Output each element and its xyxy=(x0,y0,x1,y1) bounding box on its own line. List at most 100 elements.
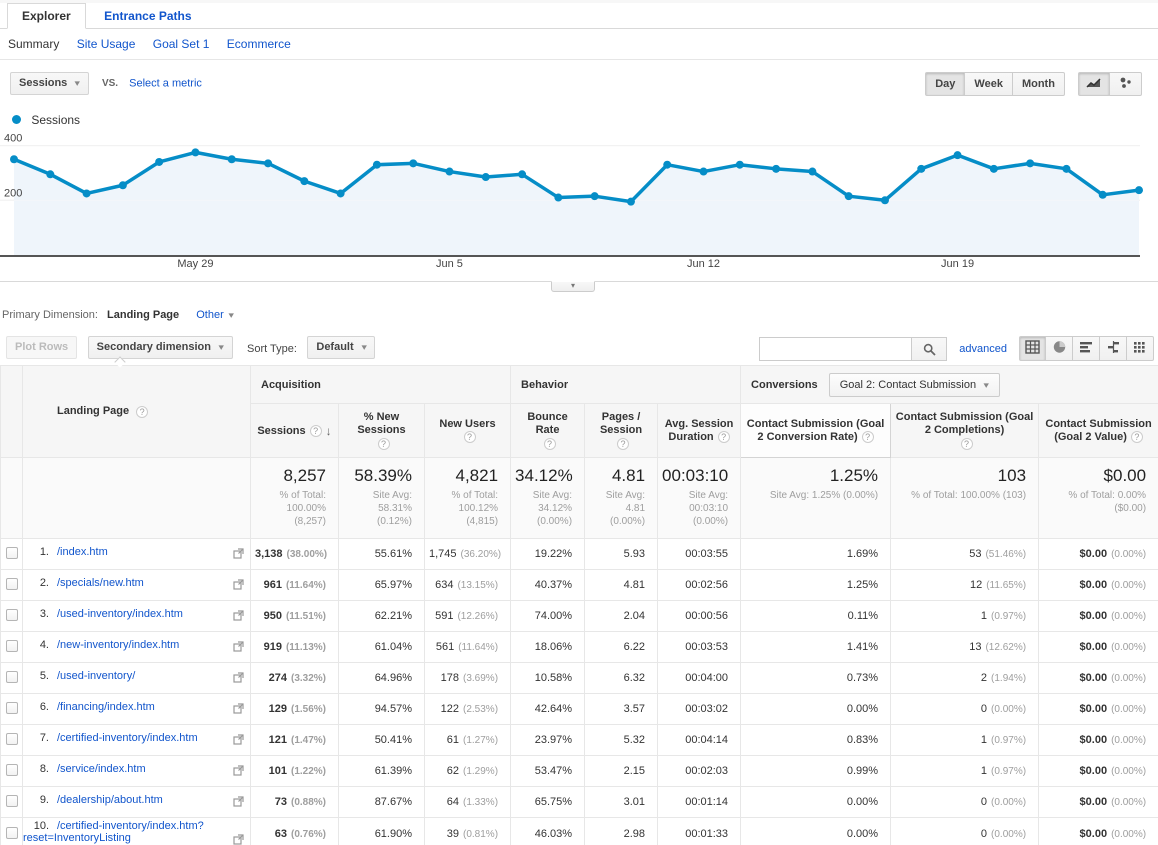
chart-point[interactable] xyxy=(626,197,635,206)
subtab-summary[interactable]: Summary xyxy=(8,37,60,51)
open-in-new-icon[interactable] xyxy=(233,579,244,593)
chart-point[interactable] xyxy=(518,170,527,179)
chart-point[interactable] xyxy=(300,177,309,186)
row-checkbox[interactable] xyxy=(5,639,18,652)
chart-point[interactable] xyxy=(336,189,345,198)
open-in-new-icon[interactable] xyxy=(233,734,244,748)
chart-point[interactable] xyxy=(82,189,91,198)
help-icon[interactable]: ? xyxy=(960,437,973,450)
subtab-ecommerce[interactable]: Ecommerce xyxy=(226,37,291,51)
chart-point[interactable] xyxy=(772,164,781,173)
metric-dropdown[interactable]: Sessions ▾ xyxy=(10,72,89,95)
granularity-day-button[interactable]: Day xyxy=(925,72,966,96)
secondary-dimension-dropdown[interactable]: Secondary dimension ▾ xyxy=(87,336,233,359)
help-icon[interactable]: ? xyxy=(377,437,390,450)
comparison-view-button[interactable] xyxy=(1100,336,1127,361)
column-header-goal-value[interactable]: Contact Submission (Goal 2 Value)? xyxy=(1038,403,1158,458)
column-header-goal-completions[interactable]: Contact Submission (Goal 2 Completions)? xyxy=(890,403,1040,458)
row-checkbox[interactable] xyxy=(5,546,18,559)
granularity-week-button[interactable]: Week xyxy=(965,72,1013,96)
chart-point[interactable] xyxy=(445,167,454,176)
chart-point[interactable] xyxy=(953,151,962,160)
column-header-sessions[interactable]: Sessions? ↓ xyxy=(250,403,339,458)
landing-page-link[interactable]: /index.htm xyxy=(57,546,108,558)
row-checkbox[interactable] xyxy=(5,608,18,621)
tab-explorer[interactable]: Explorer xyxy=(7,3,86,29)
percentage-view-button[interactable] xyxy=(1046,336,1073,361)
subtab-site-usage[interactable]: Site Usage xyxy=(76,37,136,51)
tab-entrance-paths[interactable]: Entrance Paths xyxy=(104,9,192,23)
landing-page-link[interactable]: /dealership/about.htm xyxy=(57,794,163,806)
row-checkbox[interactable] xyxy=(5,763,18,776)
chart-point[interactable] xyxy=(118,181,127,190)
column-header-avg-session-duration[interactable]: Avg. Session Duration? xyxy=(657,403,742,458)
chart-point[interactable] xyxy=(372,160,381,169)
chart-point[interactable] xyxy=(590,192,599,201)
advanced-link[interactable]: advanced xyxy=(959,342,1007,355)
subtab-goal-set-1[interactable]: Goal Set 1 xyxy=(152,37,210,51)
chart-point[interactable] xyxy=(1098,190,1107,199)
help-icon[interactable]: ? xyxy=(463,431,476,444)
row-checkbox[interactable] xyxy=(5,826,18,839)
chart-point[interactable] xyxy=(481,173,490,182)
open-in-new-icon[interactable] xyxy=(233,796,244,810)
select-a-metric-link[interactable]: Select a metric xyxy=(129,77,202,90)
landing-page-link[interactable]: /financing/index.htm xyxy=(57,701,155,713)
row-checkbox[interactable] xyxy=(5,732,18,745)
open-in-new-icon[interactable] xyxy=(233,672,244,686)
landing-page-link[interactable]: /specials/new.htm xyxy=(57,577,144,589)
primary-dimension-other[interactable]: Other ▾ xyxy=(196,309,234,321)
column-header-goal-conversion-rate[interactable]: Contact Submission (Goal 2 Conversion Ra… xyxy=(740,403,892,458)
performance-view-button[interactable] xyxy=(1073,336,1100,361)
landing-page-link[interactable]: /certified-inventory/index.htm xyxy=(57,732,198,744)
granularity-month-button[interactable]: Month xyxy=(1012,72,1065,96)
row-checkbox[interactable] xyxy=(5,670,18,683)
help-icon[interactable]: ? xyxy=(1130,430,1143,443)
chart-point[interactable] xyxy=(917,164,926,173)
chart-point[interactable] xyxy=(699,167,708,176)
chart-point[interactable] xyxy=(735,160,744,169)
column-header-new-users[interactable]: New Users? xyxy=(423,403,512,458)
chart-point[interactable] xyxy=(10,155,18,164)
chart-point[interactable] xyxy=(1135,186,1143,195)
motion-chart-view-button[interactable] xyxy=(1110,72,1142,96)
chart-point[interactable] xyxy=(554,193,563,202)
landing-page-link[interactable]: /certified-inventory/index.htm?reset=Inv… xyxy=(23,820,204,844)
row-checkbox[interactable] xyxy=(5,577,18,590)
chart-point[interactable] xyxy=(155,157,164,166)
help-icon[interactable]: ? xyxy=(861,430,874,443)
chart-point[interactable] xyxy=(880,196,889,205)
help-icon[interactable]: ? xyxy=(543,437,556,450)
chart-point[interactable] xyxy=(191,148,200,157)
open-in-new-icon[interactable] xyxy=(233,610,244,624)
row-checkbox[interactable] xyxy=(5,701,18,714)
chart-point[interactable] xyxy=(46,170,55,179)
chart-point[interactable] xyxy=(409,159,418,168)
chart-point[interactable] xyxy=(989,164,998,173)
help-icon[interactable]: ? xyxy=(617,437,630,450)
goal-selector-dropdown[interactable]: Goal 2: Contact Submission ▾ xyxy=(828,372,1000,397)
sort-type-dropdown[interactable]: Default ▾ xyxy=(307,336,376,359)
column-header-bounce-rate[interactable]: Bounce Rate? xyxy=(510,403,586,458)
landing-page-link[interactable]: /used-inventory/ xyxy=(57,670,136,682)
plot-rows-button[interactable]: Plot Rows xyxy=(6,336,78,359)
chart-point[interactable] xyxy=(227,155,236,164)
chart-collapse-toggle[interactable]: ▾ xyxy=(551,281,595,292)
open-in-new-icon[interactable] xyxy=(233,834,244,845)
chart-point[interactable] xyxy=(264,159,273,168)
landing-page-link[interactable]: /service/index.htm xyxy=(57,763,146,775)
data-table-view-button[interactable] xyxy=(1019,336,1046,361)
chart-point[interactable] xyxy=(663,160,672,169)
landing-page-link[interactable]: /used-inventory/index.htm xyxy=(57,608,183,620)
open-in-new-icon[interactable] xyxy=(233,703,244,717)
line-chart-view-button[interactable] xyxy=(1078,72,1110,96)
open-in-new-icon[interactable] xyxy=(233,548,244,562)
chart-point[interactable] xyxy=(844,192,853,201)
landing-page-link[interactable]: /new-inventory/index.htm xyxy=(57,639,180,651)
search-button[interactable] xyxy=(911,336,948,361)
search-input[interactable] xyxy=(759,336,912,361)
column-header-new-sessions[interactable]: % New Sessions? xyxy=(338,403,425,458)
help-icon[interactable]: ? xyxy=(309,424,322,437)
help-icon[interactable]: ? xyxy=(717,430,730,443)
chart-point[interactable] xyxy=(1062,164,1071,173)
